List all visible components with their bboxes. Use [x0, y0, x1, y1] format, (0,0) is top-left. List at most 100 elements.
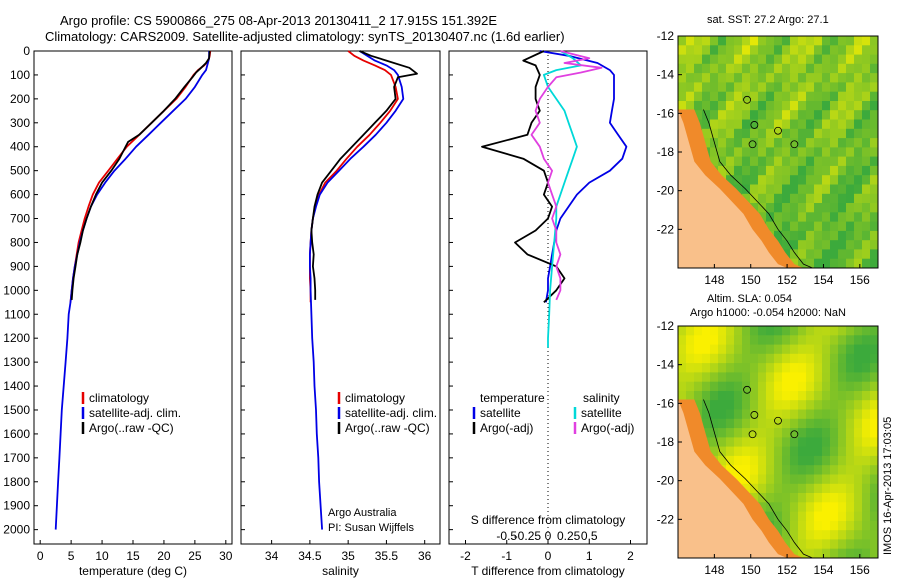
map-cell [774, 381, 783, 392]
map-cell [702, 372, 711, 383]
map-cell [758, 203, 767, 213]
map-cell [782, 175, 791, 186]
map-cell [870, 400, 878, 411]
map-cell [726, 138, 735, 148]
map-cell [710, 391, 719, 401]
map-cell [758, 428, 767, 438]
map-cell [854, 221, 863, 232]
map-cell [830, 493, 839, 503]
map-cell [734, 455, 743, 466]
map-cell [830, 156, 839, 167]
map-cell [822, 184, 831, 195]
map-cell [782, 418, 791, 429]
map-cell [838, 539, 847, 550]
map-cell [790, 511, 799, 522]
map-cell [806, 326, 815, 336]
map-cell [726, 455, 735, 466]
map-cell [774, 156, 783, 167]
map-cell [710, 326, 719, 336]
map-cell [758, 437, 767, 448]
map-cell [814, 520, 823, 531]
depth-tick-label: 1400 [3, 379, 30, 393]
map-cell [838, 258, 847, 268]
map-cell [822, 147, 831, 158]
map-cell [790, 230, 799, 241]
map-cell [742, 110, 751, 121]
map-cell [806, 530, 815, 541]
map-cell [782, 400, 791, 411]
map-cell [702, 91, 711, 102]
map-cell [838, 400, 847, 411]
map-cell [790, 147, 799, 158]
map-cell [766, 493, 775, 503]
series-line-climatology [308, 50, 399, 303]
map-cell [822, 326, 831, 336]
map-cell [750, 381, 759, 392]
map-cell [790, 258, 799, 268]
lat-tick-label: -22 [657, 512, 675, 526]
credit-line-1: Argo Australia [328, 507, 397, 519]
map-cell [710, 147, 719, 158]
map-cell [702, 45, 711, 56]
map-cell [702, 363, 711, 373]
map-cell [758, 63, 767, 74]
map-cell [718, 437, 727, 448]
map-cell [838, 381, 847, 392]
map-cell [782, 110, 791, 121]
map-cell [822, 249, 831, 260]
map-cell [742, 372, 751, 383]
map-cell [838, 193, 847, 204]
map-cell [814, 63, 823, 74]
map-cell [814, 175, 823, 186]
map-cell [862, 165, 871, 176]
map-cell [782, 372, 791, 383]
legend-temperature-heading: temperature [480, 391, 545, 405]
legend-argo-label: Argo(..raw -QC) [345, 421, 430, 435]
map-cell [838, 344, 847, 355]
map-cell [822, 73, 831, 83]
map-cell [870, 465, 878, 476]
map-cell [806, 409, 815, 420]
map-cell [838, 203, 847, 213]
map-cell [774, 82, 783, 93]
map-cell [870, 520, 878, 531]
map-cell [782, 335, 791, 346]
map-cell [806, 45, 815, 56]
map-cell [870, 437, 878, 448]
map-cell [798, 230, 807, 241]
map-cell [702, 101, 711, 111]
map-cell [814, 212, 823, 223]
map-cell [742, 446, 751, 457]
map-cell [806, 391, 815, 401]
map-cell [822, 165, 831, 176]
map-cell [790, 73, 799, 83]
map-cell [718, 138, 727, 148]
map-cell [854, 119, 863, 130]
axes-frame [240, 50, 441, 545]
map-cell [734, 128, 743, 139]
map-cell [678, 353, 687, 364]
series-line-climatology [69, 50, 212, 303]
map-cell [822, 63, 831, 74]
map-cell [694, 82, 703, 93]
map-cell [830, 446, 839, 457]
map-cell [766, 138, 775, 148]
map-cell [726, 156, 735, 167]
map-cell [806, 372, 815, 383]
map-cell [758, 184, 767, 195]
map-cell [686, 381, 695, 392]
depth-tick-label: 1500 [3, 403, 30, 417]
map-cell [846, 147, 855, 158]
map-cell [718, 381, 727, 392]
map-cell [726, 45, 735, 56]
lat-tick-label: -20 [657, 184, 675, 198]
map-cell [774, 221, 783, 232]
map-cell [870, 184, 878, 195]
map-cell [870, 203, 878, 213]
map-cell [814, 165, 823, 176]
depth-tick-label: 500 [10, 164, 30, 178]
map-cell [822, 240, 831, 251]
map-cell [830, 400, 839, 411]
reef-contour [703, 399, 813, 558]
map-cell [806, 184, 815, 195]
